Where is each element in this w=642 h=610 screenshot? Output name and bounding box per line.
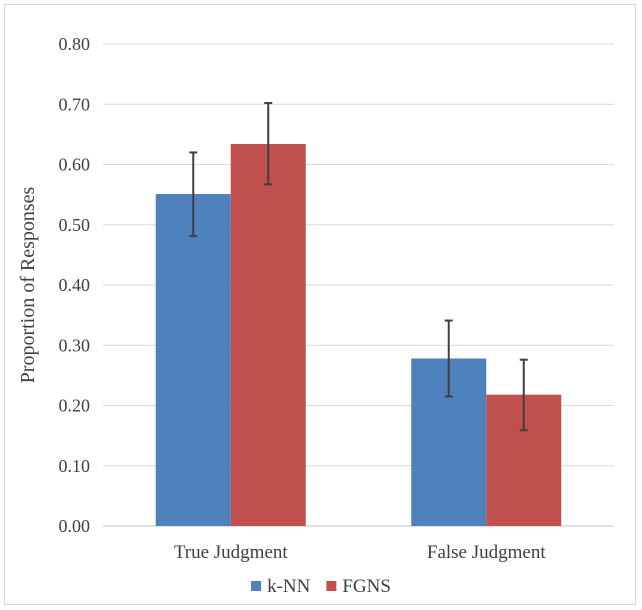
y-tick-label: 0.60 — [59, 155, 91, 175]
y-tick-label: 0.20 — [59, 396, 91, 416]
error-bars — [189, 102, 528, 432]
y-axis-ticks: 0.00 0.10 0.20 0.30 0.40 0.50 0.60 0.70 0.80 — [59, 34, 91, 536]
legend-label: k-NN — [267, 576, 311, 597]
y-tick-label: 0.30 — [59, 335, 91, 355]
error-bar — [189, 151, 198, 238]
y-tick-label: 0.80 — [59, 34, 91, 54]
y-tick-label: 0.50 — [59, 215, 91, 235]
legend: k-NN FGNS — [251, 576, 391, 597]
bars — [155, 144, 562, 526]
y-tick-label: 0.40 — [59, 275, 91, 295]
legend-entry: k-NN — [251, 576, 311, 597]
error-bar — [264, 102, 273, 186]
y-tick-label: 0.10 — [59, 456, 91, 476]
x-axis-categories: True Judgment False Judgment — [174, 542, 547, 563]
error-bar — [519, 358, 528, 432]
x-category-label: True Judgment — [174, 542, 289, 563]
x-category-label: False Judgment — [427, 542, 546, 563]
legend-entry: FGNS — [326, 576, 391, 597]
error-bar — [444, 319, 453, 398]
legend-label: FGNS — [342, 576, 391, 597]
legend-swatch — [251, 581, 262, 591]
bar-k-nn-0 — [155, 194, 231, 526]
y-axis-title: Proportion of Responses — [17, 186, 39, 383]
legend-swatch — [326, 581, 337, 591]
y-tick-label: 0.70 — [59, 94, 91, 114]
y-tick-label: 0.00 — [59, 516, 91, 536]
bar-fgns-0 — [230, 144, 306, 526]
